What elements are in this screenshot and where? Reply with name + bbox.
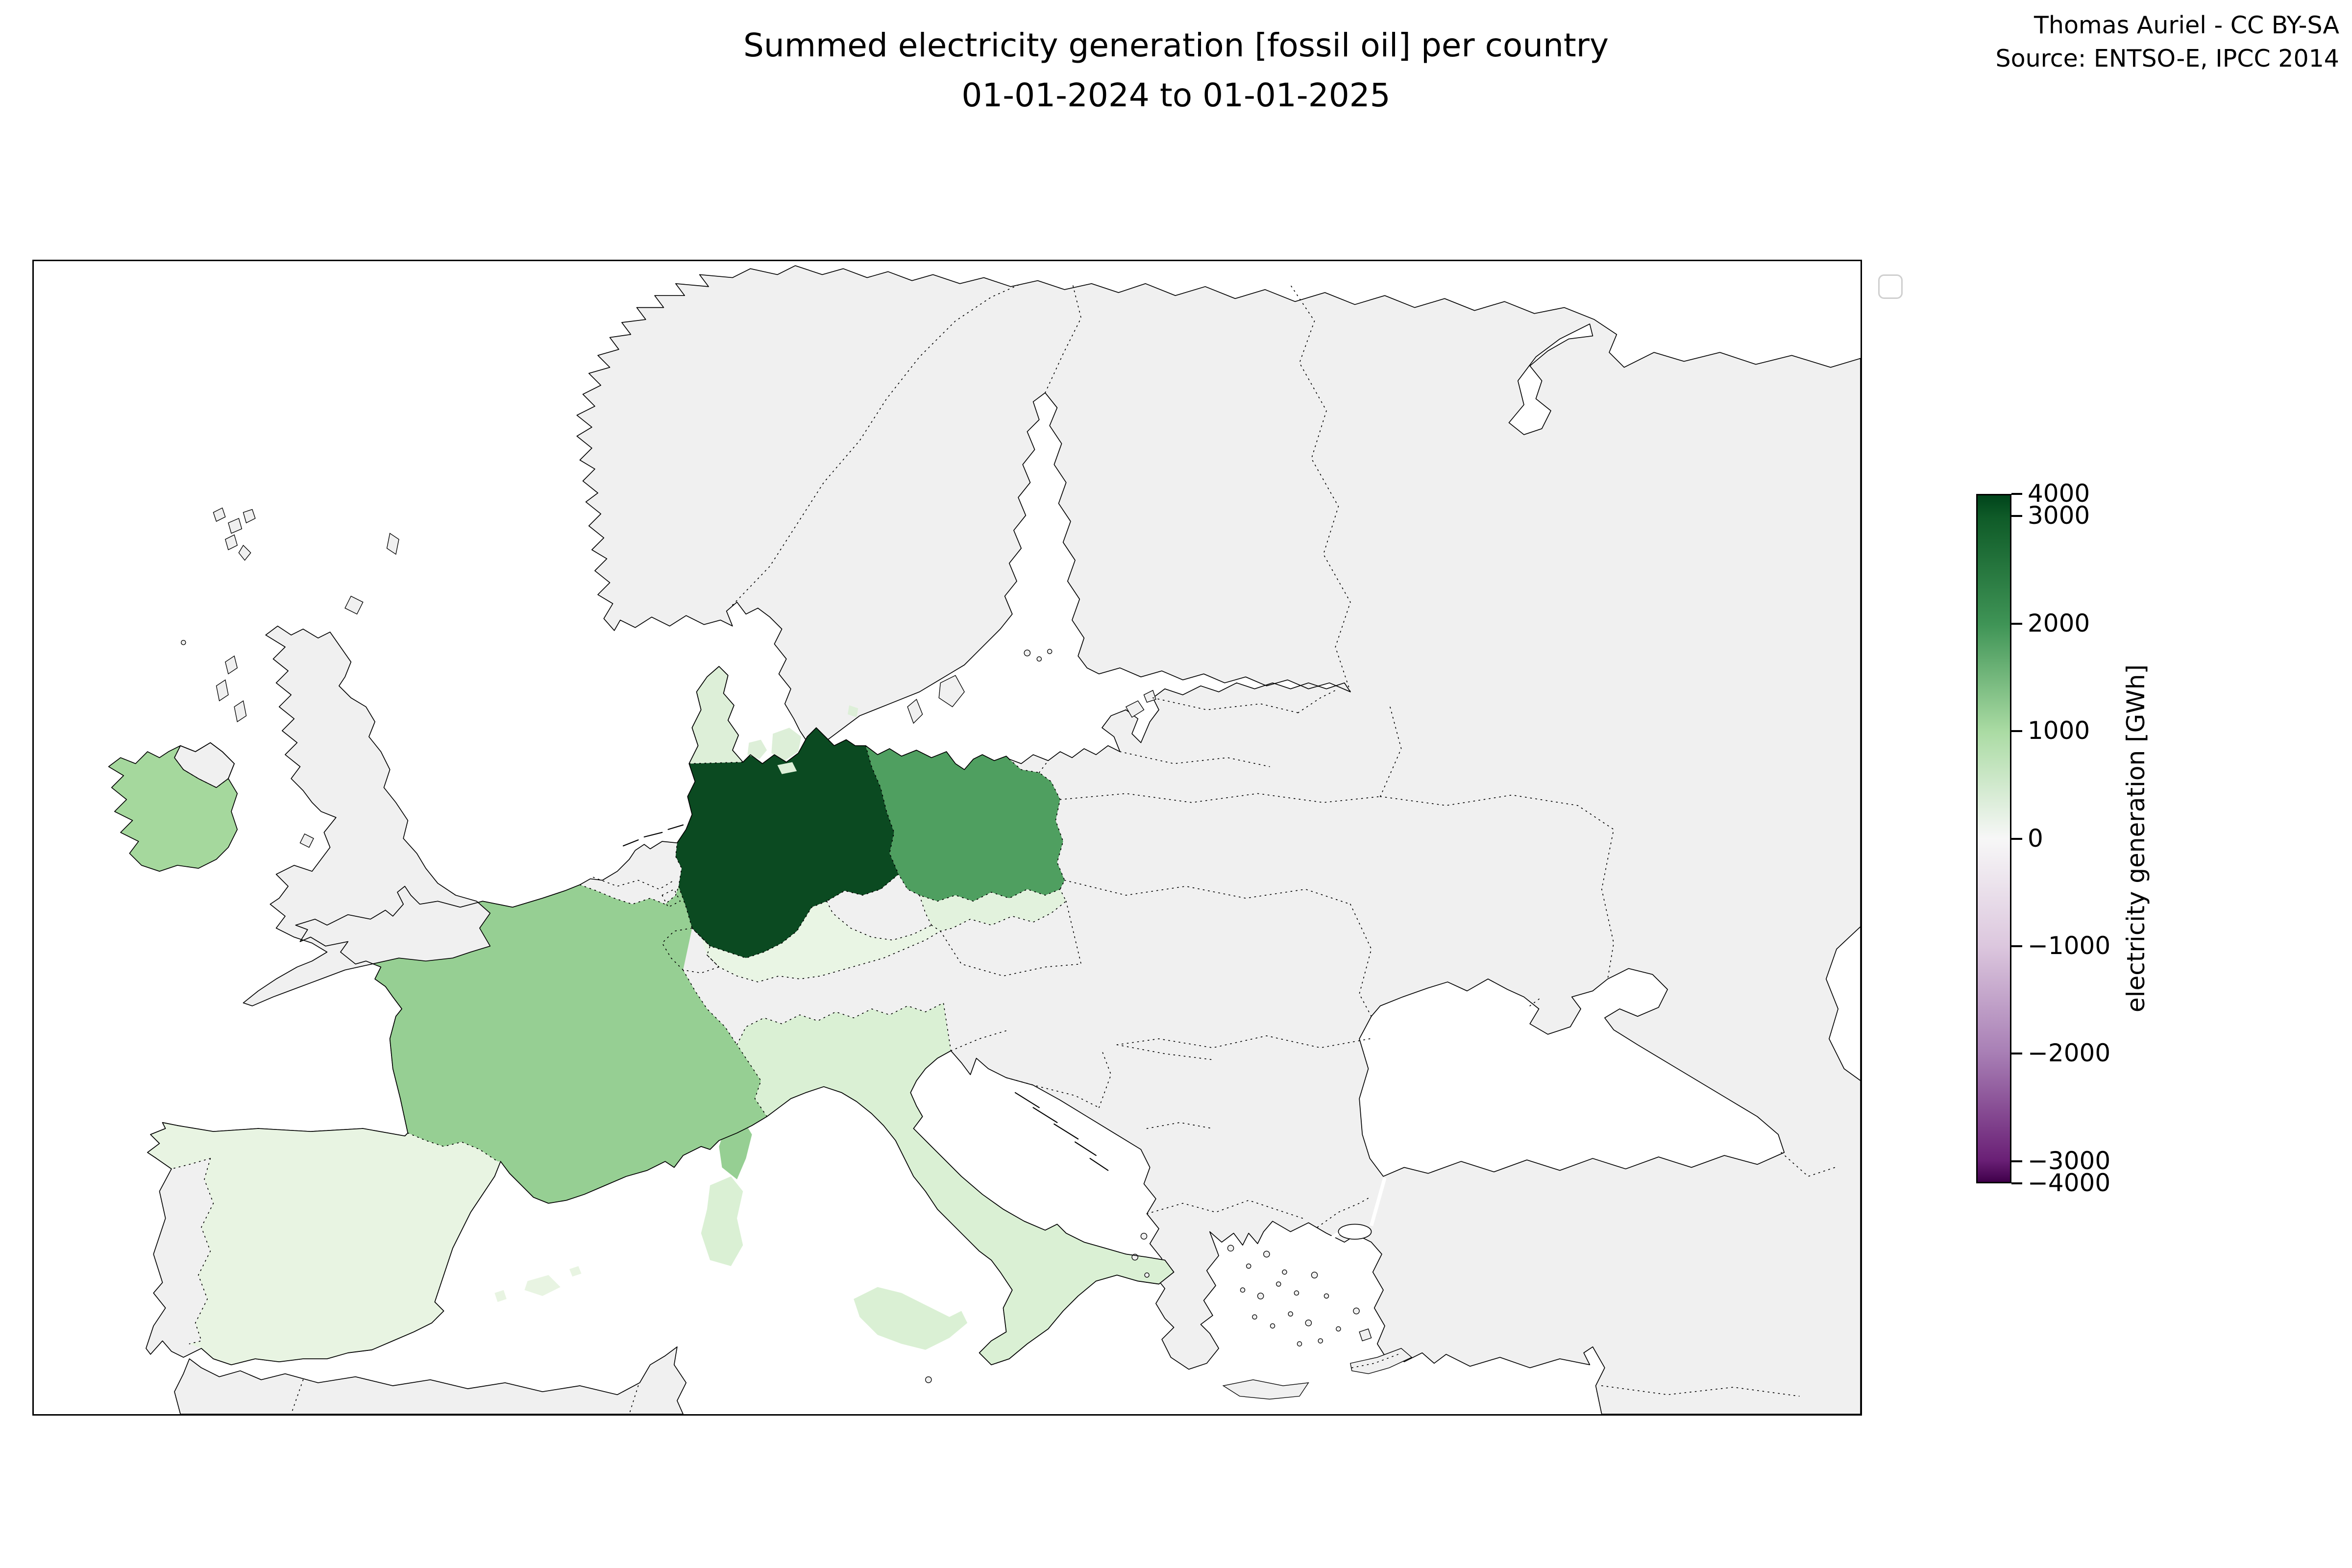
colorbar-axis-label: electricity generation [GWh]: [2122, 664, 2150, 1013]
country-borders: [171, 281, 1836, 1414]
colorbar: [1976, 494, 2011, 1183]
italy-sicily[interactable]: [854, 1287, 968, 1350]
colorbar-tickmark: [2011, 515, 2022, 517]
europe-map: [34, 261, 1861, 1414]
attribution-source: Source: ENTSO-E, IPCC 2014: [1995, 44, 2339, 73]
small-islands: [181, 507, 1413, 1400]
colorbar-tick-label: −3000: [2028, 1146, 2111, 1175]
sea-of-marmara: [1338, 1224, 1372, 1240]
coastal-island-chains: [622, 824, 1109, 1171]
country-france[interactable]: [295, 884, 767, 1203]
spain-ibiza[interactable]: [494, 1290, 507, 1302]
bosphorus-strait: [1370, 1177, 1387, 1226]
north-africa-coast: [174, 1346, 687, 1414]
spain-menorca[interactable]: [569, 1266, 582, 1277]
colorbar-tickmark: [2011, 1053, 2022, 1055]
caspian-sea-edge: [1825, 926, 1861, 1081]
cyprus: [1350, 1348, 1413, 1374]
coastlines: [108, 666, 1175, 1366]
colorbar-tick-label: 2000: [2028, 609, 2090, 637]
dardanelles-strait: [1322, 1231, 1340, 1246]
colorbar-tick-label: 1000: [2028, 716, 2090, 745]
country-poland[interactable]: [865, 745, 1065, 902]
chart-title-line1: Summed electricity generation [fossil oi…: [743, 26, 1609, 64]
colorbar-tick-label: 3000: [2028, 501, 2090, 530]
black-sea: [1359, 968, 1785, 1177]
colorbar-tickmark: [2011, 837, 2022, 840]
country-united-kingdom[interactable]: [243, 625, 491, 1006]
country-denmark[interactable]: [689, 666, 743, 764]
colorbar-tick-label: −2000: [2028, 1039, 2111, 1068]
colorbar-tickmark: [2011, 1182, 2022, 1184]
colorbar-tick-label: −1000: [2028, 931, 2111, 960]
map-axes: [32, 260, 1862, 1416]
country-austria[interactable]: [701, 901, 941, 982]
attribution: Thomas Auriel - CC BY-SA Source: ENTSO-E…: [1996, 9, 2339, 75]
white-sea: [1508, 323, 1593, 435]
colorbar-tickmark: [2011, 493, 2022, 495]
country-italy[interactable]: [737, 1003, 1174, 1365]
denmark-zealand[interactable]: [771, 728, 802, 761]
chart-title: Summed electricity generation [fossil oi…: [0, 21, 2352, 121]
france-corsica[interactable]: [719, 1119, 752, 1179]
country-spain[interactable]: [147, 1122, 501, 1365]
denmark-funen[interactable]: [747, 739, 767, 760]
denmark-lolland[interactable]: [777, 762, 797, 774]
colorbar-tickmark: [2011, 945, 2022, 947]
colorbar-tick-label: 4000: [2028, 479, 2090, 508]
colorbar-tickmark: [2011, 1160, 2022, 1162]
colorbar-tick-label: 0: [2028, 824, 2043, 853]
colorbar-tickmark: [2011, 730, 2022, 732]
italy-sardinia[interactable]: [701, 1176, 743, 1266]
chart-title-line2: 01-01-2024 to 01-01-2025: [961, 76, 1391, 115]
crete: [1222, 1379, 1309, 1400]
country-germany[interactable]: [675, 728, 899, 958]
map-corner-button[interactable]: [1878, 274, 1903, 299]
colorbar-tick-label: −4000: [2028, 1168, 2111, 1197]
colorbar-tickmark: [2011, 622, 2022, 625]
denmark-bornholm[interactable]: [847, 705, 858, 717]
spain-mallorca[interactable]: [524, 1275, 561, 1296]
attribution-author: Thomas Auriel - CC BY-SA: [2034, 11, 2339, 39]
